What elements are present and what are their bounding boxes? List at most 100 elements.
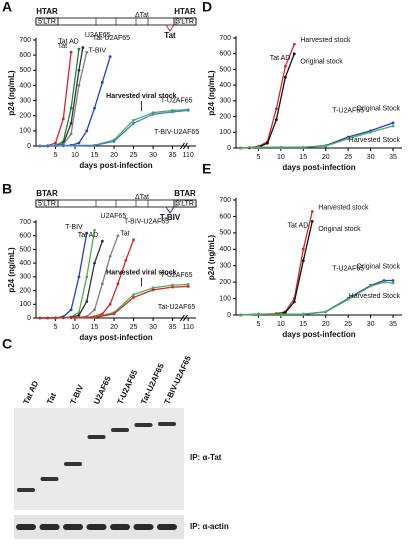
x-tick-label: 25 <box>344 154 352 161</box>
data-point <box>391 281 395 285</box>
data-point <box>93 308 96 312</box>
y-tick-label: 700 <box>19 219 31 226</box>
series-label: Harvested stock <box>318 204 369 211</box>
data-point <box>38 316 42 320</box>
ltr-box <box>35 199 59 208</box>
data-point <box>266 141 269 145</box>
data-point <box>239 146 242 150</box>
y-axis-label: p24 (ng/mL) <box>207 70 216 116</box>
actin-band <box>86 524 107 530</box>
data-point <box>186 283 190 286</box>
y-tick-label: 500 <box>19 246 31 253</box>
lane-label: U2AF65 <box>92 374 113 405</box>
x-tick-label: 5 <box>54 324 58 331</box>
data-point <box>292 42 296 46</box>
series-label: T-BIV-U2AF65 <box>154 129 199 136</box>
data-point <box>391 124 395 128</box>
panel-letter: E <box>202 161 211 177</box>
data-point <box>93 228 96 232</box>
y-tick-label: 600 <box>219 51 231 58</box>
series-line <box>39 240 103 319</box>
data-point <box>61 117 65 121</box>
axis-break <box>179 142 185 150</box>
x-axis-label: days post-infection <box>282 163 355 172</box>
data-point <box>69 106 73 110</box>
data-point <box>283 75 287 79</box>
y-tick-label: 100 <box>19 301 31 308</box>
series-line <box>240 125 394 149</box>
data-point <box>301 312 305 316</box>
data-point <box>77 275 81 279</box>
x-tick-label: 30 <box>149 152 157 159</box>
series-line <box>39 232 88 319</box>
data-point <box>151 288 155 292</box>
ltr-label: 5'LTR <box>38 200 56 207</box>
blot-band <box>17 488 35 492</box>
lane-label: Tat <box>45 391 58 405</box>
data-point <box>77 47 81 51</box>
blot-band <box>64 462 82 466</box>
y-tick-label: 0 <box>227 312 231 319</box>
data-point <box>369 284 372 288</box>
data-point <box>77 313 81 317</box>
blot-band <box>158 422 176 426</box>
y-tick-label: 600 <box>219 213 231 220</box>
y-tick-label: 400 <box>19 260 31 267</box>
x-tick-label: 30 <box>367 321 375 328</box>
x-tick-label: 15 <box>91 324 99 331</box>
x-tick-label: 5 <box>54 152 58 159</box>
x-tick-label: 10 <box>71 152 79 159</box>
x-tick-label: 5 <box>256 154 260 161</box>
x-tick-label: 35 <box>389 321 397 328</box>
x-tick-label: 20 <box>110 324 118 331</box>
series-line <box>240 221 313 316</box>
y-tick-label: 200 <box>219 113 231 120</box>
y-tick-label: 0 <box>27 315 31 322</box>
y-tick-label: 700 <box>19 37 31 44</box>
data-point <box>77 84 81 87</box>
data-point <box>100 282 104 286</box>
y-tick-label: 600 <box>19 233 31 240</box>
data-point <box>77 68 81 72</box>
data-point <box>369 130 372 134</box>
y-tick-label: 0 <box>27 143 31 150</box>
data-point <box>132 121 135 125</box>
y-tick-label: 400 <box>219 246 231 253</box>
y-tick-label: 300 <box>19 274 31 281</box>
data-point <box>132 296 135 299</box>
insert-label: T-BIV <box>160 213 181 222</box>
panel-letter: D <box>202 0 212 15</box>
data-point <box>38 144 42 148</box>
data-point <box>81 46 85 49</box>
y-tick-label: 200 <box>19 113 31 120</box>
x-tick-label: 20 <box>322 321 330 328</box>
data-point <box>116 234 120 238</box>
series-label: U2AF65 <box>85 32 111 39</box>
y-tick-label: 500 <box>219 230 231 237</box>
y-axis-label: p24 (ng/mL) <box>7 70 16 116</box>
x-tick-label: 15 <box>299 154 307 161</box>
series-label: Harvested Stock <box>349 293 401 300</box>
y-tick-label: 100 <box>219 295 231 302</box>
insert-label: Tat <box>164 31 176 40</box>
blot-background <box>14 408 184 510</box>
axis-break <box>182 314 188 322</box>
y-tick-label: 200 <box>219 279 231 286</box>
construct-label: ΔTat <box>135 194 149 201</box>
y-tick-label: 700 <box>219 35 231 42</box>
data-point <box>73 144 77 148</box>
series-label: Original stock <box>300 59 343 66</box>
x-axis-label: days post-infection <box>79 333 152 342</box>
ltr-label: 3'LTR <box>176 200 194 207</box>
data-point <box>391 121 395 125</box>
ltr-box <box>173 17 197 26</box>
annotation: T-U2AF65 <box>332 108 364 115</box>
y-tick-label: 100 <box>219 129 231 136</box>
data-point <box>257 145 260 149</box>
construct-label: BTAR <box>174 189 196 198</box>
construct-label: HTAR <box>174 7 196 16</box>
data-point <box>279 145 283 149</box>
ltr-label: 3'LTR <box>176 18 194 25</box>
data-point <box>279 312 283 316</box>
